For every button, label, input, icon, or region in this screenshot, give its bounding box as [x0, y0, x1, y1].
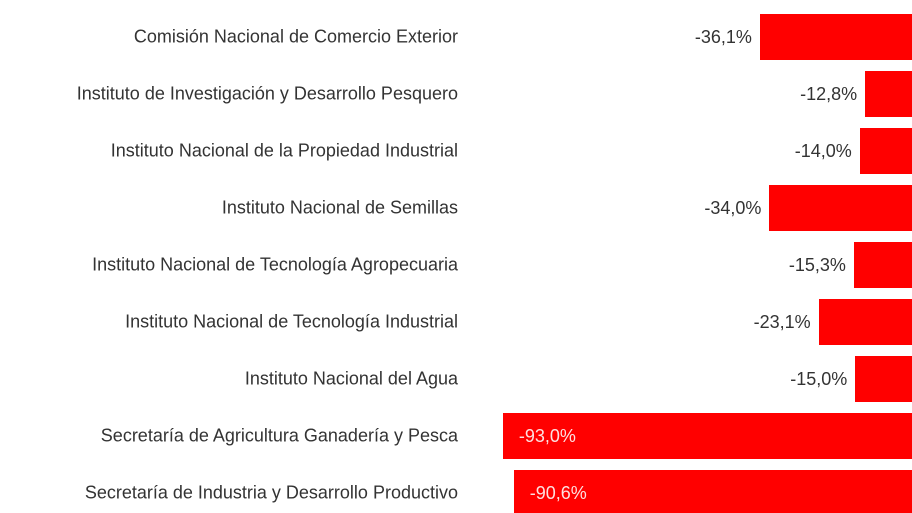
bar — [865, 71, 912, 117]
bar — [859, 128, 912, 174]
value-label: -34,0% — [704, 198, 762, 218]
value-label: -15,3% — [788, 255, 846, 275]
value-label: -14,0% — [794, 141, 852, 161]
bar — [502, 413, 912, 459]
category-text: Instituto Nacional de la Propiedad Indus… — [110, 140, 458, 161]
category-label: Instituto Nacional de Tecnología Agropec… — [0, 255, 458, 276]
bar — [818, 299, 912, 345]
category-text: Comisión Nacional de Comercio Exterior — [133, 26, 458, 47]
value-label: -23,1% — [753, 312, 811, 332]
bar — [759, 14, 912, 60]
value-label: -36,1% — [694, 27, 752, 47]
value-label: -90,6% — [529, 483, 587, 503]
category-text: Instituto Nacional del Agua — [244, 368, 458, 389]
bar — [513, 470, 912, 513]
category-label: Secretaría de Agricultura Ganadería y Pe… — [0, 426, 458, 447]
category-label: Instituto Nacional de Tecnología Industr… — [0, 312, 458, 333]
category-text: Instituto Nacional de Tecnología Agropec… — [92, 254, 458, 275]
category-label: Comisión Nacional de Comercio Exterior — [0, 27, 458, 48]
category-label: Instituto Nacional de Semillas — [0, 198, 458, 219]
value-label: -15,0% — [790, 369, 848, 389]
bar — [855, 356, 912, 402]
category-text: Secretaría de Industria y Desarrollo Pro… — [84, 482, 458, 503]
category-text: Instituto de Investigación y Desarrollo … — [76, 83, 458, 104]
category-text: Secretaría de Agricultura Ganadería y Pe… — [100, 425, 458, 446]
value-label: -12,8% — [800, 84, 858, 104]
category-label: Instituto de Investigación y Desarrollo … — [0, 84, 458, 105]
category-label: Instituto Nacional de la Propiedad Indus… — [0, 141, 458, 162]
value-label: -93,0% — [518, 426, 576, 446]
category-label: Instituto Nacional del Agua — [0, 369, 458, 390]
category-text: Instituto Nacional de Semillas — [221, 197, 458, 218]
bar — [853, 242, 912, 288]
category-text: Instituto Nacional de Tecnología Industr… — [125, 311, 458, 332]
bar — [769, 185, 912, 231]
category-label: Secretaría de Industria y Desarrollo Pro… — [0, 483, 458, 504]
